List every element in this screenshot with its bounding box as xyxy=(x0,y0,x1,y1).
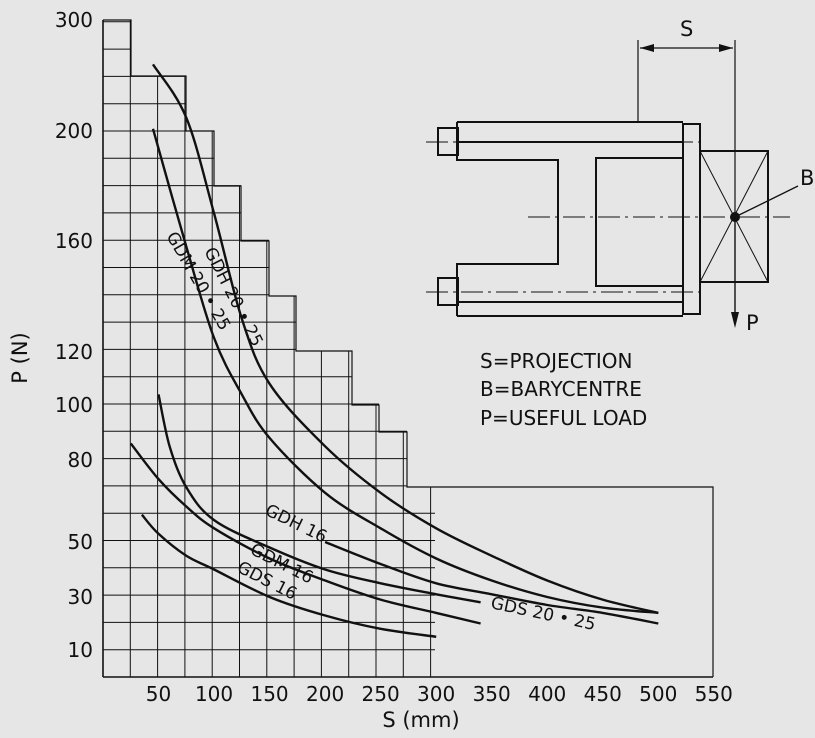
y-tick-labels: 10 30 50 80 100 120 160 200 300 xyxy=(55,8,93,662)
barycentre-leader xyxy=(734,185,799,218)
y-tick-label: 10 xyxy=(68,638,93,662)
x-tick-label: 500 xyxy=(639,682,677,706)
grid-outline xyxy=(103,19,714,677)
y-tick-label: 30 xyxy=(68,585,93,609)
barycentre-label: B xyxy=(800,166,814,190)
x-tick-labels: 50 100 150 200 250 300 350 400 450 500 550 xyxy=(146,682,733,706)
series-label-gds-20-25: GDS 20 • 25 xyxy=(489,593,597,635)
x-tick-label: 200 xyxy=(306,682,344,706)
legend-line-barycentre: B=BARYCENTRE xyxy=(480,377,642,401)
x-tick-label: 50 xyxy=(146,682,171,706)
x-tick-label: 250 xyxy=(362,682,400,706)
dimension-arrow-right xyxy=(719,44,733,52)
series-curve-4 xyxy=(129,442,481,625)
x-axis-title: S (mm) xyxy=(382,708,459,732)
end-plate xyxy=(682,123,701,315)
y-tick-label: 300 xyxy=(55,8,93,32)
legend-line-projection: S=PROJECTION xyxy=(480,349,632,373)
x-tick-label: 550 xyxy=(695,682,733,706)
series-curve-3 xyxy=(157,394,481,604)
y-tick-label: 160 xyxy=(55,229,93,253)
x-tick-label: 450 xyxy=(584,682,622,706)
x-tick-label: 400 xyxy=(528,682,566,706)
series-curve-2 xyxy=(324,540,659,625)
projection-diagram xyxy=(426,40,799,328)
y-tick-label: 200 xyxy=(55,119,93,143)
dimension-arrow-left xyxy=(640,44,654,52)
y-tick-label: 120 xyxy=(55,340,93,364)
guide-body xyxy=(456,122,684,303)
load-arrow-head xyxy=(731,312,739,328)
load-label: P xyxy=(746,311,759,335)
series-curve-0 xyxy=(151,63,659,615)
x-tick-label: 300 xyxy=(417,682,455,706)
x-tick-label: 100 xyxy=(195,682,233,706)
y-tick-label: 50 xyxy=(68,530,93,554)
chart-grid xyxy=(103,19,714,677)
y-tick-label: 100 xyxy=(55,393,93,417)
series-curve-5 xyxy=(140,513,437,638)
y-tick-label: 80 xyxy=(68,448,93,472)
series-curve-1 xyxy=(151,128,659,615)
chart-axes xyxy=(102,20,713,678)
legend-line-useful-load: P=USEFUL LOAD xyxy=(480,406,647,430)
dimension-s-label: S xyxy=(680,17,693,41)
x-tick-label: 350 xyxy=(473,682,511,706)
curve-series xyxy=(129,63,659,638)
y-axis-title: P (N) xyxy=(8,332,32,383)
x-tick-label: 150 xyxy=(250,682,288,706)
